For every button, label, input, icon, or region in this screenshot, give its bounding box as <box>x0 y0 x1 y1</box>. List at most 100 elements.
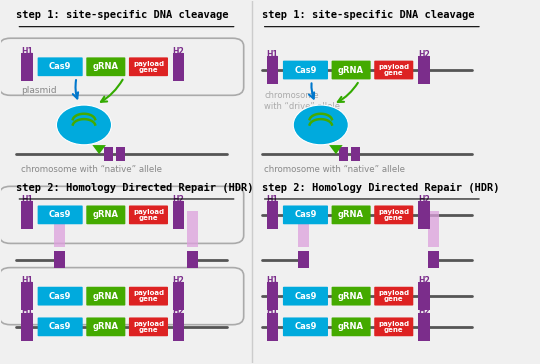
Text: plasmid: plasmid <box>22 86 57 95</box>
Text: payload
gene: payload gene <box>378 321 409 333</box>
Bar <box>54 211 65 247</box>
Bar <box>22 313 33 341</box>
Text: payload
gene: payload gene <box>378 209 409 221</box>
Text: Cas9: Cas9 <box>294 292 316 301</box>
Bar <box>339 147 348 161</box>
Circle shape <box>293 105 348 145</box>
FancyBboxPatch shape <box>38 206 83 224</box>
Text: Cas9: Cas9 <box>294 210 316 219</box>
FancyBboxPatch shape <box>332 317 370 336</box>
Bar <box>22 53 33 81</box>
FancyBboxPatch shape <box>283 206 328 224</box>
FancyBboxPatch shape <box>129 206 168 224</box>
Circle shape <box>57 105 112 145</box>
Text: H2: H2 <box>172 195 184 204</box>
FancyBboxPatch shape <box>374 287 413 305</box>
Bar <box>104 147 113 161</box>
FancyBboxPatch shape <box>38 287 83 305</box>
Bar <box>267 56 278 84</box>
Text: H1: H1 <box>22 307 33 316</box>
Bar <box>298 251 309 268</box>
FancyBboxPatch shape <box>86 58 125 76</box>
FancyBboxPatch shape <box>38 317 83 336</box>
Text: chromosome with “native” allele: chromosome with “native” allele <box>22 165 163 174</box>
Text: gRNA: gRNA <box>338 323 364 331</box>
Bar <box>418 313 429 341</box>
Text: gRNA: gRNA <box>93 62 119 71</box>
Bar <box>173 313 184 341</box>
Text: Cas9: Cas9 <box>49 323 71 331</box>
FancyBboxPatch shape <box>129 287 168 305</box>
Bar <box>428 251 440 268</box>
Bar <box>267 282 278 310</box>
FancyBboxPatch shape <box>374 317 413 336</box>
Text: H2: H2 <box>418 50 430 59</box>
Bar <box>418 282 429 310</box>
Text: gRNA: gRNA <box>338 292 364 301</box>
Text: Cas9: Cas9 <box>294 66 316 75</box>
Text: gRNA: gRNA <box>338 210 364 219</box>
Text: step 2: Homology Directed Repair (HDR): step 2: Homology Directed Repair (HDR) <box>16 183 254 193</box>
Text: Cas9: Cas9 <box>49 62 71 71</box>
FancyBboxPatch shape <box>283 287 328 305</box>
Text: H1: H1 <box>267 307 279 316</box>
Text: payload
gene: payload gene <box>133 321 164 333</box>
Text: payload
gene: payload gene <box>378 64 409 76</box>
Bar <box>187 251 198 268</box>
Text: gRNA: gRNA <box>93 210 119 219</box>
Text: payload
gene: payload gene <box>133 209 164 221</box>
Text: Cas9: Cas9 <box>49 292 71 301</box>
Bar <box>351 147 360 161</box>
FancyBboxPatch shape <box>129 317 168 336</box>
Text: H1: H1 <box>22 195 33 204</box>
Text: gRNA: gRNA <box>93 292 119 301</box>
Text: H2: H2 <box>172 47 184 56</box>
Text: H1: H1 <box>22 276 33 285</box>
Text: H2: H2 <box>418 276 430 285</box>
FancyBboxPatch shape <box>374 206 413 224</box>
Text: H1: H1 <box>267 195 279 204</box>
FancyBboxPatch shape <box>86 287 125 305</box>
FancyBboxPatch shape <box>38 58 83 76</box>
Bar <box>116 147 125 161</box>
Bar <box>267 201 278 229</box>
FancyBboxPatch shape <box>283 61 328 79</box>
Text: H2: H2 <box>172 276 184 285</box>
Bar <box>22 282 33 310</box>
Text: chromosome with “native” allele: chromosome with “native” allele <box>264 165 405 174</box>
Bar <box>22 201 33 229</box>
Text: gRNA: gRNA <box>93 323 119 331</box>
Bar <box>418 201 429 229</box>
Bar <box>54 251 65 268</box>
Text: Cas9: Cas9 <box>294 323 316 331</box>
FancyBboxPatch shape <box>129 58 168 76</box>
Bar <box>418 56 429 84</box>
Bar <box>267 313 278 341</box>
Bar <box>173 53 184 81</box>
Text: H1: H1 <box>267 50 279 59</box>
Text: step 1: site-specific DNA cleavage: step 1: site-specific DNA cleavage <box>16 11 229 20</box>
Text: gRNA: gRNA <box>338 66 364 75</box>
FancyBboxPatch shape <box>86 206 125 224</box>
Text: Cas9: Cas9 <box>49 210 71 219</box>
FancyBboxPatch shape <box>332 206 370 224</box>
Bar <box>173 201 184 229</box>
FancyBboxPatch shape <box>332 287 370 305</box>
Text: step 1: site-specific DNA cleavage: step 1: site-specific DNA cleavage <box>262 11 474 20</box>
FancyBboxPatch shape <box>283 317 328 336</box>
Bar <box>187 211 198 247</box>
Text: payload
gene: payload gene <box>378 290 409 302</box>
FancyBboxPatch shape <box>332 61 370 79</box>
Text: chromosome
with “drive” allele: chromosome with “drive” allele <box>264 91 340 111</box>
Text: H2: H2 <box>418 195 430 204</box>
Bar <box>173 282 184 310</box>
Text: payload
gene: payload gene <box>133 290 164 302</box>
Text: step 2: Homology Directed Repair (HDR): step 2: Homology Directed Repair (HDR) <box>262 183 499 193</box>
Polygon shape <box>329 145 343 154</box>
FancyBboxPatch shape <box>374 61 413 79</box>
Text: H1: H1 <box>22 47 33 56</box>
Bar <box>428 211 440 247</box>
Polygon shape <box>92 145 106 154</box>
FancyBboxPatch shape <box>86 317 125 336</box>
Text: H2: H2 <box>172 307 184 316</box>
